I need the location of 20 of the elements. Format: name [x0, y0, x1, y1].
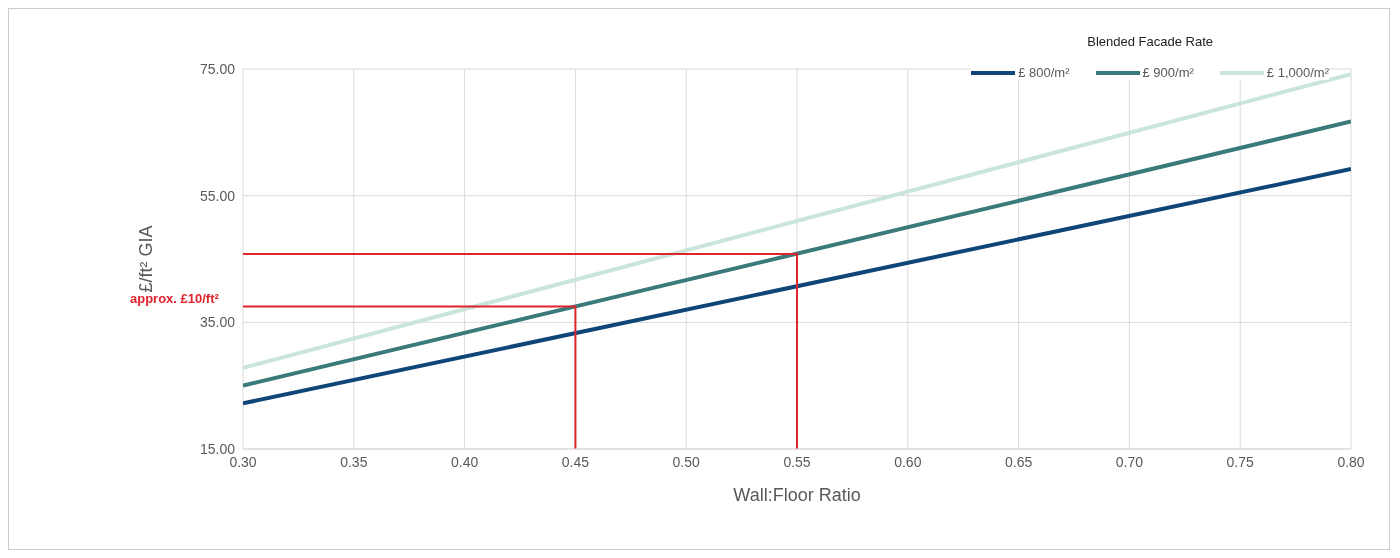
- y-tick-label: 35.00: [199, 314, 236, 331]
- legend-label: £ 900/m²: [1142, 65, 1194, 80]
- x-tick-label: 0.55: [783, 453, 811, 470]
- x-tick-label: 0.45: [561, 453, 590, 470]
- x-tick-label: 0.70: [1115, 453, 1144, 470]
- y-axis-title: £/ft² GIA: [136, 225, 157, 293]
- legend-label: £ 1,000/m²: [1266, 65, 1329, 80]
- x-tick-label: 0.50: [672, 453, 701, 470]
- legend-label: £ 800/m²: [1018, 65, 1070, 80]
- x-tick-label: 0.80: [1337, 453, 1365, 470]
- x-tick-label: 0.65: [1004, 453, 1033, 470]
- y-tick-label: 55.00: [199, 187, 236, 204]
- x-tick-label: 0.75: [1226, 453, 1255, 470]
- x-axis-title: Wall:Floor Ratio: [733, 485, 861, 505]
- x-tick-label: 0.35: [340, 453, 368, 470]
- x-tick-label: 0.60: [894, 453, 922, 470]
- y-tick-label: 75.00: [199, 60, 236, 77]
- x-tick-label: 0.40: [450, 453, 479, 470]
- text: approx. £10/ft²: [130, 291, 219, 306]
- legend-title: Blended Facade Rate: [1086, 34, 1214, 49]
